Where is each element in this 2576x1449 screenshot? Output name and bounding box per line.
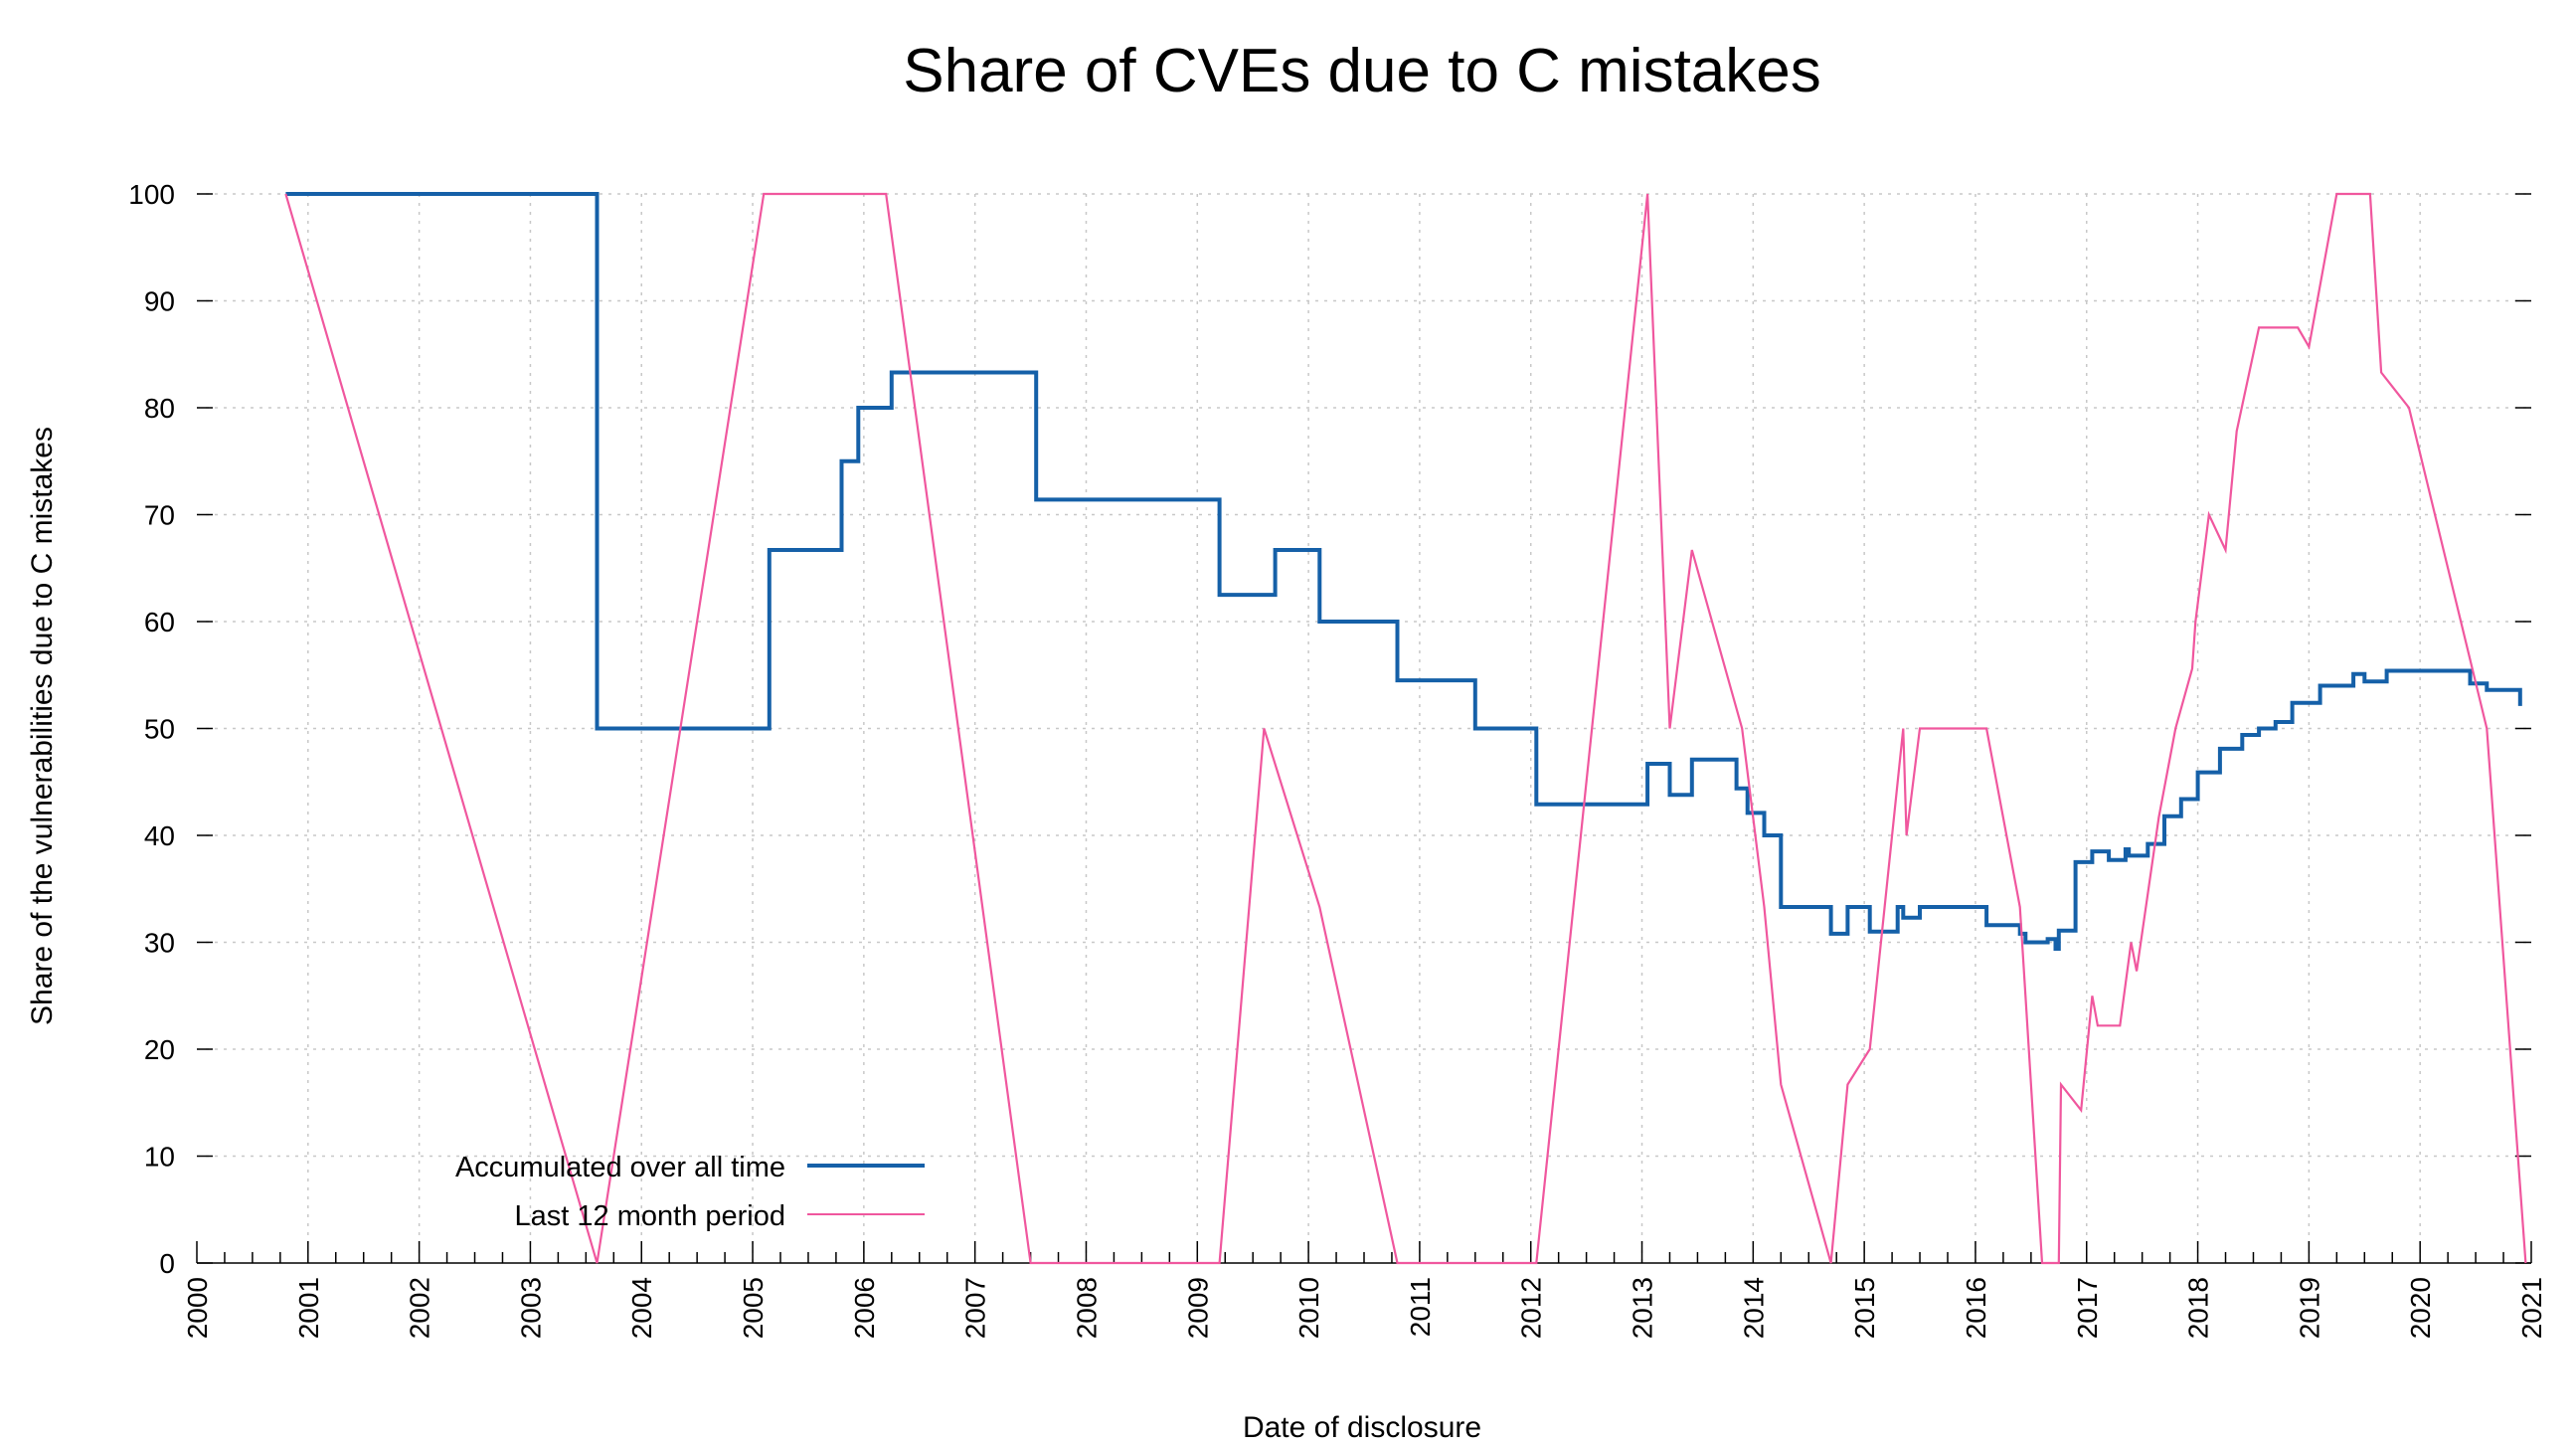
y-tick-label: 60 bbox=[144, 607, 175, 637]
x-tick-label: 2002 bbox=[405, 1277, 435, 1339]
y-tick-label: 80 bbox=[144, 393, 175, 424]
x-ticks: 2000 2001 2002 2003 2004 2005 2006 2007 2008 2009… bbox=[182, 1241, 2547, 1339]
legend-label-last-12-months: Last 12 month period bbox=[515, 1200, 785, 1232]
legend-label-accumulated: Accumulated over all time bbox=[455, 1152, 785, 1183]
x-tick-label: 2004 bbox=[626, 1277, 657, 1339]
x-tick-label: 2009 bbox=[1182, 1277, 1213, 1339]
series-line-accumulated bbox=[285, 192, 2522, 951]
x-tick-label: 2020 bbox=[2405, 1277, 2436, 1339]
x-tick-label: 2011 bbox=[1405, 1277, 1436, 1337]
y-tick-label: 0 bbox=[159, 1248, 175, 1279]
x-tick-label: 2008 bbox=[1071, 1277, 1102, 1339]
series-layer bbox=[284, 192, 2527, 1265]
x-tick-label: 2007 bbox=[960, 1277, 991, 1339]
x-axis-label: Date of disclosure bbox=[1243, 1411, 1481, 1444]
y-tick-label: 20 bbox=[144, 1034, 175, 1065]
y-tick-label: 100 bbox=[128, 179, 175, 210]
y-tick-label: 50 bbox=[144, 714, 175, 745]
x-tick-label: 2014 bbox=[1738, 1277, 1769, 1339]
x-tick-label: 2010 bbox=[1293, 1277, 1324, 1339]
series-line-last-12-months bbox=[284, 192, 2527, 1265]
x-tick-label: 2018 bbox=[2183, 1277, 2214, 1339]
y-tick-label: 70 bbox=[144, 500, 175, 531]
x-tick-label: 2013 bbox=[1628, 1277, 1658, 1339]
x-tick-label: 2019 bbox=[2294, 1277, 2324, 1339]
y-tick-label: 10 bbox=[144, 1142, 175, 1173]
y-axis-label: Share of the vulnerabilities due to C mi… bbox=[26, 427, 59, 1025]
y-grid bbox=[197, 193, 2531, 1158]
x-tick-label: 2003 bbox=[515, 1277, 546, 1339]
y-tick-label: 40 bbox=[144, 820, 175, 851]
chart-title: Share of CVEs due to C mistakes bbox=[903, 37, 1821, 105]
x-tick-label: 2015 bbox=[1849, 1277, 1880, 1339]
x-tick-label: 2001 bbox=[293, 1277, 324, 1339]
y-tick-label: 90 bbox=[144, 286, 175, 317]
x-tick-label: 2006 bbox=[849, 1277, 880, 1339]
x-tick-label: 2000 bbox=[182, 1277, 213, 1339]
x-tick-label: 2005 bbox=[738, 1277, 769, 1339]
y-tick-label: 30 bbox=[144, 928, 175, 959]
legend: Accumulated over all time Last 12 month … bbox=[455, 1152, 925, 1232]
y-ticks: 0 10 20 30 40 50 60 70 80 90 100 bbox=[128, 179, 2531, 1279]
x-tick-label: 2017 bbox=[2072, 1277, 2103, 1339]
x-tick-label: 2012 bbox=[1516, 1277, 1547, 1339]
x-tick-label: 2021 bbox=[2516, 1277, 2547, 1339]
x-tick-label: 2016 bbox=[1961, 1277, 1991, 1339]
